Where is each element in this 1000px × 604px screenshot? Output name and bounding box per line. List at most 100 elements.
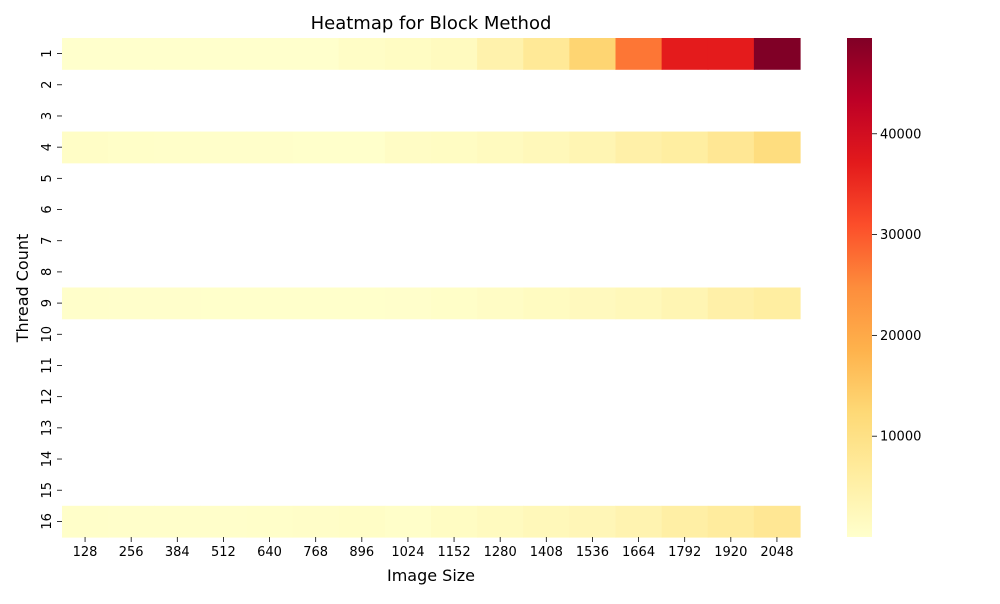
y-tick-label: 8 bbox=[40, 268, 55, 276]
heatmap-cell bbox=[523, 131, 570, 164]
x-tick-label: 1664 bbox=[622, 545, 655, 560]
x-tick-label: 1280 bbox=[484, 545, 517, 560]
x-tick-label: 768 bbox=[303, 545, 328, 560]
heatmap-cell bbox=[661, 38, 709, 70]
y-tick-label: 6 bbox=[40, 205, 55, 213]
heatmap-cell bbox=[477, 131, 524, 164]
x-axis-label: Image Size bbox=[387, 566, 475, 585]
heatmap-cell bbox=[431, 287, 478, 320]
heatmap-cell bbox=[707, 287, 755, 320]
heatmap-cell bbox=[615, 287, 663, 320]
heatmap-cell bbox=[477, 505, 524, 538]
x-axis-ticks: 128 256 384 512 640 768 896 1024 1152 1280 1408 153… bbox=[73, 537, 793, 560]
heatmap-cell bbox=[661, 287, 709, 320]
heatmap-cell bbox=[523, 505, 570, 538]
y-tick-label: 1 bbox=[40, 49, 55, 57]
heatmap-cell bbox=[615, 131, 663, 164]
heatmap-cells bbox=[62, 38, 801, 538]
heatmap-cell bbox=[661, 131, 709, 164]
y-tick-label: 3 bbox=[40, 112, 55, 120]
heatmap-cell bbox=[431, 505, 478, 538]
heatmap-cell bbox=[154, 505, 201, 538]
colorbar bbox=[847, 38, 872, 537]
y-tick-label: 2 bbox=[40, 81, 55, 89]
chart-title: Heatmap for Block Method bbox=[311, 13, 552, 34]
heatmap-cell bbox=[477, 38, 524, 70]
colorbar-tick-label: 20000 bbox=[880, 329, 921, 344]
heatmap-cell bbox=[154, 287, 201, 320]
heatmap-cell bbox=[200, 287, 248, 320]
heatmap-cell bbox=[200, 131, 248, 164]
x-tick-label: 512 bbox=[211, 545, 236, 560]
heatmap-cell bbox=[154, 131, 201, 164]
heatmap-cell bbox=[338, 38, 386, 70]
heatmap-cell bbox=[477, 287, 524, 320]
heatmap-cell bbox=[569, 38, 617, 70]
heatmap-cell bbox=[246, 505, 294, 538]
heatmap-cell bbox=[338, 287, 386, 320]
x-tick-label: 640 bbox=[257, 545, 282, 560]
x-tick-label: 128 bbox=[73, 545, 98, 560]
heatmap-cell bbox=[431, 131, 478, 164]
heatmap-cell bbox=[384, 38, 432, 70]
y-tick-label: 12 bbox=[40, 388, 55, 405]
heatmap-cell bbox=[246, 287, 294, 320]
heatmap-cell bbox=[292, 131, 340, 164]
heatmap-cell bbox=[384, 131, 432, 164]
heatmap-cell bbox=[753, 505, 801, 538]
x-tick-label: 896 bbox=[349, 545, 374, 560]
x-tick-label: 1152 bbox=[438, 545, 471, 560]
x-tick-label: 1024 bbox=[391, 545, 424, 560]
heatmap-cell bbox=[384, 505, 432, 538]
heatmap-cell bbox=[707, 38, 755, 70]
y-axis-label: Thread Count bbox=[13, 234, 32, 344]
y-tick-label: 15 bbox=[40, 482, 55, 499]
y-tick-label: 10 bbox=[40, 326, 55, 343]
y-tick-label: 16 bbox=[40, 513, 55, 530]
heatmap-cell bbox=[246, 38, 294, 70]
x-tick-label: 256 bbox=[119, 545, 144, 560]
heatmap-cell bbox=[200, 38, 248, 70]
heatmap-cell bbox=[523, 287, 570, 320]
heatmap-cell bbox=[431, 38, 478, 70]
heatmap-cell bbox=[338, 505, 386, 538]
heatmap-cell bbox=[569, 287, 617, 320]
x-tick-label: 1536 bbox=[576, 545, 609, 560]
heatmap-cell bbox=[707, 131, 755, 164]
heatmap-cell bbox=[753, 38, 801, 70]
heatmap-cell bbox=[615, 38, 663, 70]
heatmap-cell bbox=[338, 131, 386, 164]
heatmap-cell bbox=[523, 38, 570, 70]
heatmap-cell bbox=[753, 131, 801, 164]
y-tick-label: 4 bbox=[40, 143, 55, 151]
heatmap-cell bbox=[108, 505, 155, 538]
heatmap-cell bbox=[569, 131, 617, 164]
heatmap-cell bbox=[108, 131, 155, 164]
heatmap-cell bbox=[615, 505, 663, 538]
y-tick-label: 13 bbox=[40, 420, 55, 437]
heatmap-cell bbox=[246, 131, 294, 164]
heatmap-cell bbox=[292, 505, 340, 538]
heatmap-cell bbox=[384, 287, 432, 320]
heatmap-cell bbox=[154, 38, 201, 70]
heatmap-cell bbox=[62, 131, 109, 164]
heatmap-cell bbox=[108, 287, 155, 320]
y-tick-label: 7 bbox=[40, 237, 55, 245]
x-tick-label: 1792 bbox=[668, 545, 701, 560]
heatmap-cell bbox=[292, 287, 340, 320]
colorbar-tick-label: 30000 bbox=[880, 228, 921, 243]
heatmap-cell bbox=[62, 38, 109, 70]
heatmap-cell bbox=[707, 505, 755, 538]
heatmap-cell bbox=[200, 505, 248, 538]
x-tick-label: 1920 bbox=[714, 545, 747, 560]
y-tick-label: 9 bbox=[40, 299, 55, 307]
heatmap-cell bbox=[753, 287, 801, 320]
y-tick-label: 14 bbox=[40, 451, 55, 468]
heatmap-cell bbox=[62, 505, 109, 538]
y-tick-label: 5 bbox=[40, 174, 55, 182]
x-tick-label: 2048 bbox=[760, 545, 793, 560]
colorbar-tick-label: 40000 bbox=[880, 127, 921, 142]
